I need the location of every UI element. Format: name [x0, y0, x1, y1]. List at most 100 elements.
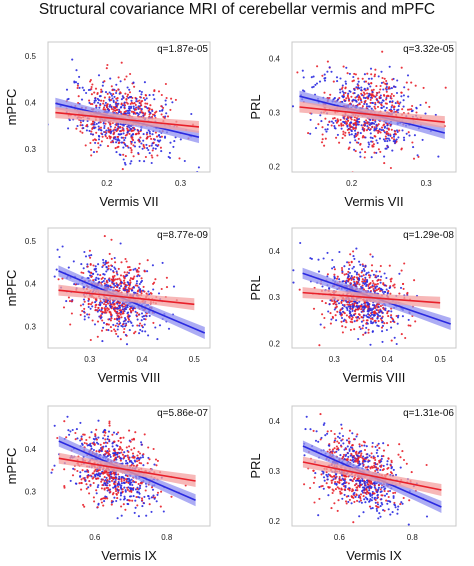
data-point-red [154, 131, 157, 134]
data-point-blue [341, 303, 344, 307]
data-point-red [125, 446, 128, 449]
data-point-blue [109, 92, 112, 95]
data-point-red [385, 102, 388, 105]
data-point-red [373, 135, 376, 138]
data-point-blue [400, 95, 403, 98]
data-point-blue [158, 109, 161, 113]
data-point-red [400, 91, 403, 94]
data-point-blue [392, 468, 395, 471]
data-point-red [402, 282, 405, 285]
data-point-red [126, 488, 129, 491]
data-point-red [82, 503, 85, 506]
data-point-blue [359, 480, 362, 483]
data-point-red [350, 452, 353, 455]
data-point-blue [359, 327, 362, 331]
data-point-blue [104, 441, 107, 444]
data-point-red [389, 471, 393, 474]
data-point-red [376, 463, 379, 466]
data-point-blue [355, 95, 359, 98]
data-point-blue [348, 449, 351, 452]
data-point-red [354, 150, 357, 153]
data-point-blue [98, 475, 101, 478]
data-point-blue [358, 500, 361, 503]
data-point-red [107, 471, 110, 474]
data-point-red [371, 93, 374, 96]
data-point-red [100, 307, 103, 310]
data-point-red [365, 322, 368, 325]
data-point-blue [380, 486, 383, 489]
data-point-red [324, 302, 327, 305]
data-point-red [341, 136, 344, 140]
data-point-red [379, 488, 382, 491]
data-point-blue [309, 132, 312, 135]
data-point-blue [395, 138, 398, 141]
data-point-red [321, 313, 324, 316]
data-point-blue [111, 442, 114, 445]
data-point-red [402, 287, 405, 290]
data-point-blue [101, 265, 104, 269]
data-point-red [372, 88, 375, 91]
data-point-blue [350, 275, 353, 278]
data-point-red [331, 491, 334, 495]
data-point-blue [105, 270, 108, 273]
data-point-red [318, 344, 321, 347]
data-point-blue [115, 270, 118, 273]
data-point-blue [346, 261, 349, 264]
data-point-red [374, 307, 377, 310]
data-point-blue [386, 463, 389, 466]
data-point-blue [127, 96, 130, 99]
data-point-red [357, 307, 361, 310]
data-point-blue [102, 279, 105, 283]
data-point-blue [79, 471, 82, 474]
data-point-red [121, 453, 124, 456]
data-point-red [115, 332, 118, 335]
data-point-red [88, 99, 91, 102]
data-point-blue [348, 271, 351, 274]
data-point-red [127, 481, 130, 484]
data-point-red [100, 90, 103, 94]
data-point-red [129, 72, 132, 76]
data-point-red [79, 124, 82, 127]
data-point-red [399, 456, 402, 459]
data-point-blue [380, 455, 383, 458]
data-point-red [137, 106, 140, 109]
data-point-blue [117, 123, 120, 126]
data-point-blue [141, 147, 144, 150]
data-point-blue [72, 467, 75, 470]
data-point-blue [377, 275, 380, 278]
data-point-red [337, 499, 340, 502]
data-point-red [143, 105, 147, 108]
data-point-red [148, 108, 151, 111]
data-point-blue [150, 510, 153, 513]
data-point-red [103, 80, 106, 83]
data-point-red [346, 119, 350, 123]
data-point-red [389, 280, 393, 283]
data-point-blue [104, 91, 108, 94]
data-point-red [381, 50, 384, 53]
data-point-red [81, 469, 84, 472]
data-point-blue [363, 482, 366, 485]
data-point-blue [72, 260, 75, 263]
data-point-red [345, 481, 348, 484]
data-point-red [107, 127, 110, 130]
data-point-red [174, 98, 177, 101]
data-point-blue [71, 428, 74, 432]
data-point-blue [141, 505, 144, 508]
data-point-red [123, 456, 126, 459]
y-tick-label: 0.5 [25, 237, 37, 246]
data-point-red [117, 127, 120, 130]
data-point-blue [135, 106, 138, 109]
data-point-blue [399, 286, 403, 289]
data-point-blue [319, 323, 322, 326]
data-point-blue [128, 478, 131, 482]
data-point-blue [351, 309, 354, 312]
x-axis-label: Vermis IX [101, 548, 157, 563]
data-point-red [360, 452, 363, 455]
data-point-blue [382, 88, 385, 91]
data-point-red [387, 466, 390, 469]
data-point-blue [86, 313, 89, 316]
data-point-blue [119, 80, 122, 83]
data-point-blue [78, 86, 81, 89]
data-point-blue [133, 481, 136, 484]
